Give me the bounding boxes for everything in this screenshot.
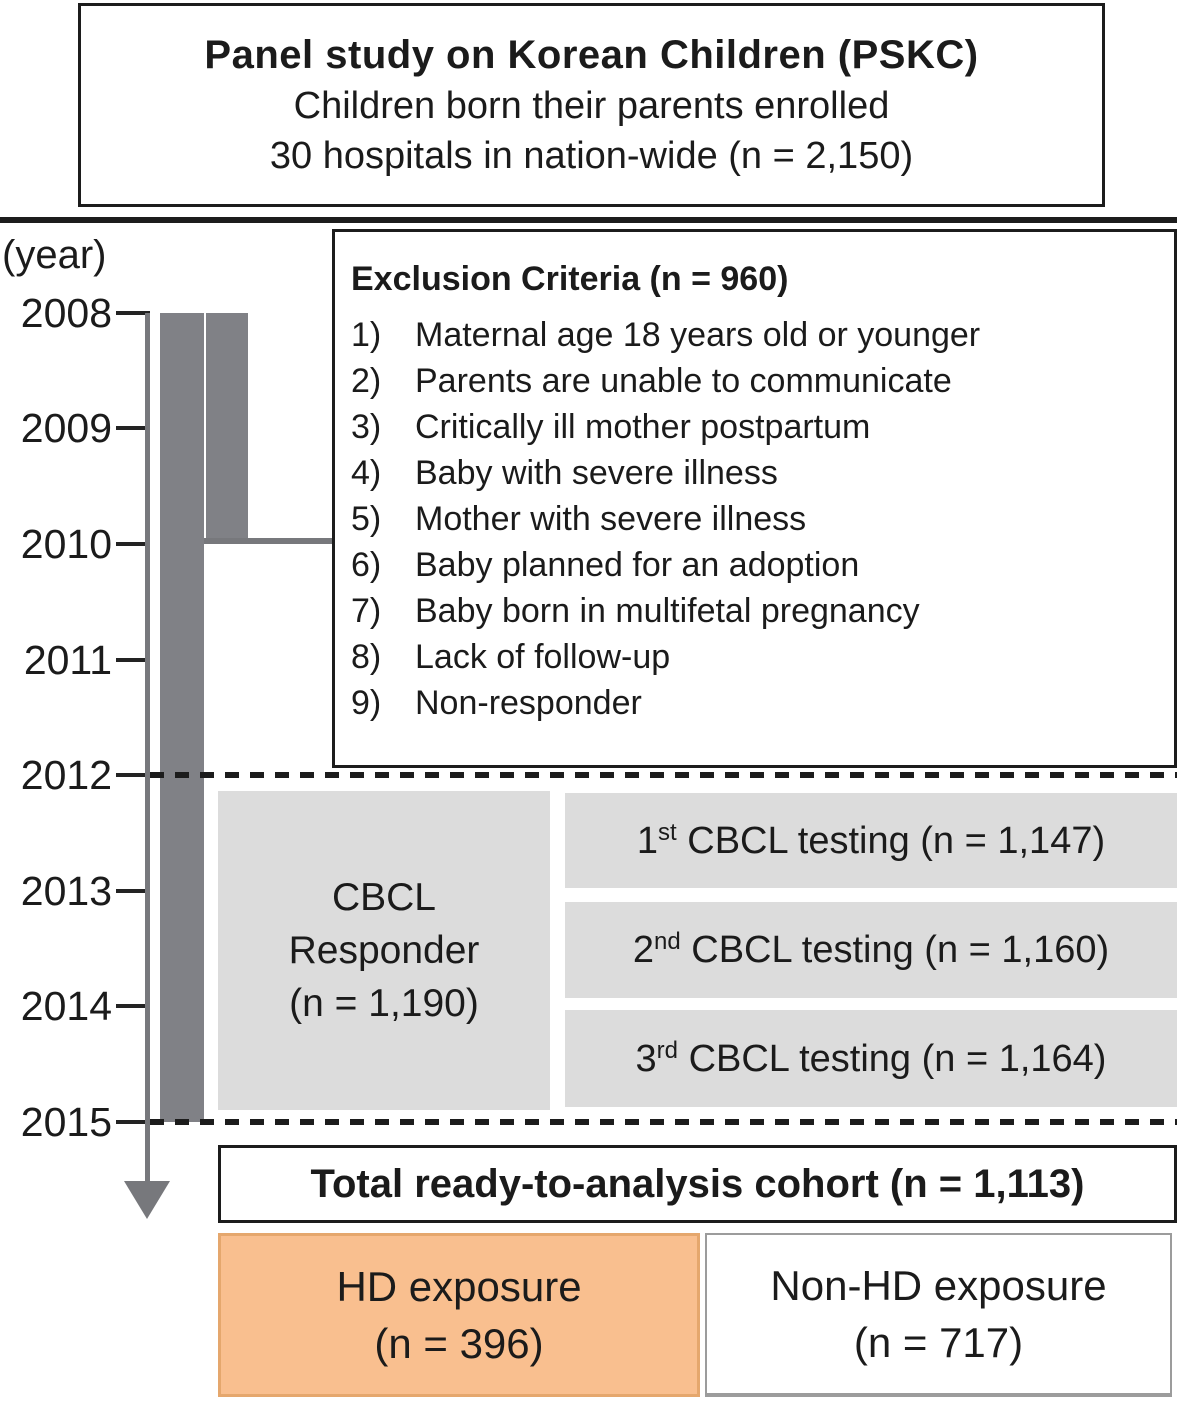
year-label-2011: 2011: [23, 637, 112, 683]
cbcl-test-label: 2nd CBCL testing (n = 1,160): [633, 928, 1109, 972]
exclusion-item: 2) Parents are unable to communicate: [351, 358, 1160, 404]
exclusion-item: 6) Baby planned for an adoption: [351, 542, 1160, 588]
cbcl-responder-line2: Responder: [288, 929, 480, 972]
year-tick-2011: [116, 658, 150, 662]
pskc-subtitle-hospitals: 30 hospitals in nation-wide (n = 2,150): [269, 134, 914, 177]
year-tick-2009: [116, 426, 150, 430]
exclusion-item: 9) Non-responder: [351, 680, 1160, 726]
year-tick-2014: [116, 1004, 150, 1008]
hd-exposure-count: (n = 396): [374, 1320, 544, 1367]
pskc-title: Panel study on Korean Children (PSKC): [204, 32, 979, 77]
year-tick-2010: [116, 542, 150, 546]
exclusion-item-number: 5): [351, 500, 382, 538]
exclusion-item: 1) Maternal age 18 years old or younger: [351, 312, 1160, 358]
exclusion-item-text: Baby planned for an adoption: [415, 546, 860, 584]
pskc-subtitle-enrollment: Children born their parents enrolled: [293, 84, 890, 127]
year-label-2012: 2012: [20, 752, 112, 798]
ordinal-suffix: nd: [654, 928, 681, 955]
pskc-header-box: Panel study on Korean Children (PSKC) Ch…: [78, 3, 1105, 207]
exclusion-item: 3) Critically ill mother postpartum: [351, 404, 1160, 450]
test-text: CBCL testing (n = 1,147): [676, 819, 1106, 862]
exclusion-criteria-title: Exclusion Criteria (n = 960): [351, 260, 789, 298]
exclusion-item-number: 3): [351, 408, 382, 446]
year-label-2010: 2010: [20, 521, 112, 567]
exclusion-item: 7) Baby born in multifetal pregnancy: [351, 588, 1160, 634]
exclusion-item-number: 2): [351, 362, 382, 400]
exclusion-item-text: Critically ill mother postpartum: [415, 408, 871, 446]
year-label-2009: 2009: [20, 405, 112, 451]
excluded-cohort-bar: [206, 313, 248, 540]
dashed-line-2015: [150, 1119, 1177, 1125]
year-tick-2012: [116, 773, 150, 777]
exclusion-item-text: Lack of follow-up: [415, 638, 671, 676]
ordinal: 1: [636, 819, 659, 862]
ordinal-suffix: st: [658, 818, 677, 846]
year-label-2015: 2015: [20, 1099, 112, 1145]
enrollment-cohort-bar: [160, 313, 204, 1122]
cbcl-test-box-2: 2nd CBCL testing (n = 1,160): [565, 902, 1177, 998]
exclusion-item-number: 4): [351, 454, 382, 492]
year-tick-2015: [116, 1120, 150, 1124]
exclusion-item-number: 9): [351, 684, 382, 722]
cbcl-responder-count: (n = 1,190): [289, 982, 479, 1025]
exclusion-item-number: 6): [351, 546, 382, 584]
cbcl-test-box-1: 1st CBCL testing (n = 1,147): [565, 793, 1177, 888]
hd-exposure-box: HD exposure (n = 396): [218, 1233, 700, 1397]
ordinal-suffix: rd: [656, 1036, 679, 1064]
header-separator-line: [0, 217, 1177, 223]
cbcl-responder-box: CBCL Responder (n = 1,190): [218, 791, 550, 1110]
exclusion-item-text: Baby born in multifetal pregnancy: [415, 592, 920, 630]
total-cohort-box: Total ready-to-analysis cohort (n = 1,11…: [218, 1145, 1177, 1223]
cbcl-responder-line1: CBCL: [331, 876, 437, 919]
non-hd-exposure-count: (n = 717): [853, 1319, 1024, 1366]
exclusion-item-text: Non-responder: [415, 684, 642, 722]
exclusion-item-text: Parents are unable to communicate: [415, 362, 952, 400]
exclusion-item-number: 7): [351, 592, 382, 630]
year-label-2008: 2008: [20, 290, 112, 336]
cbcl-test-label: 3rd CBCL testing (n = 1,164): [636, 1037, 1107, 1081]
non-hd-exposure-label: Non-HD exposure: [770, 1262, 1107, 1309]
year-tick-2008: [116, 311, 150, 315]
non-hd-exposure-box: Non-HD exposure (n = 717): [705, 1233, 1172, 1397]
total-cohort-label: Total ready-to-analysis cohort (n = 1,11…: [310, 1161, 1085, 1206]
year-axis-label: (year): [2, 233, 107, 277]
year-label-2014: 2014: [20, 983, 112, 1029]
year-label-2013: 2013: [20, 868, 112, 914]
test-text: CBCL testing (n = 1,160): [680, 929, 1110, 971]
exclusion-item-number: 8): [351, 638, 382, 676]
exclusion-item-text: Baby with severe illness: [415, 454, 778, 492]
exclusion-item-text: Mother with severe illness: [415, 500, 807, 538]
hd-exposure-label: HD exposure: [336, 1263, 582, 1310]
cbcl-test-box-3: 3rd CBCL testing (n = 1,164): [565, 1010, 1177, 1107]
dashed-line-2012: [150, 772, 1177, 778]
test-text: CBCL testing (n = 1,164): [678, 1037, 1107, 1080]
exclusion-item-number: 1): [351, 316, 382, 354]
exclusion-criteria-box: Exclusion Criteria (n = 960) 1) Maternal…: [332, 229, 1177, 768]
ordinal: 3: [635, 1037, 657, 1080]
cbcl-test-label: 1st CBCL testing (n = 1,147): [637, 819, 1105, 863]
timeline-arrow-line: [145, 313, 150, 1185]
exclusion-item-text: Maternal age 18 years old or younger: [415, 316, 981, 354]
exclusion-item: 4) Baby with severe illness: [351, 450, 1160, 496]
year-tick-2013: [116, 889, 150, 893]
ordinal: 2: [632, 929, 654, 971]
exclusion-item: 8) Lack of follow-up: [351, 634, 1160, 680]
timeline-down-arrowhead-icon: [124, 1181, 170, 1219]
exclusion-item: 5) Mother with severe illness: [351, 496, 1160, 542]
